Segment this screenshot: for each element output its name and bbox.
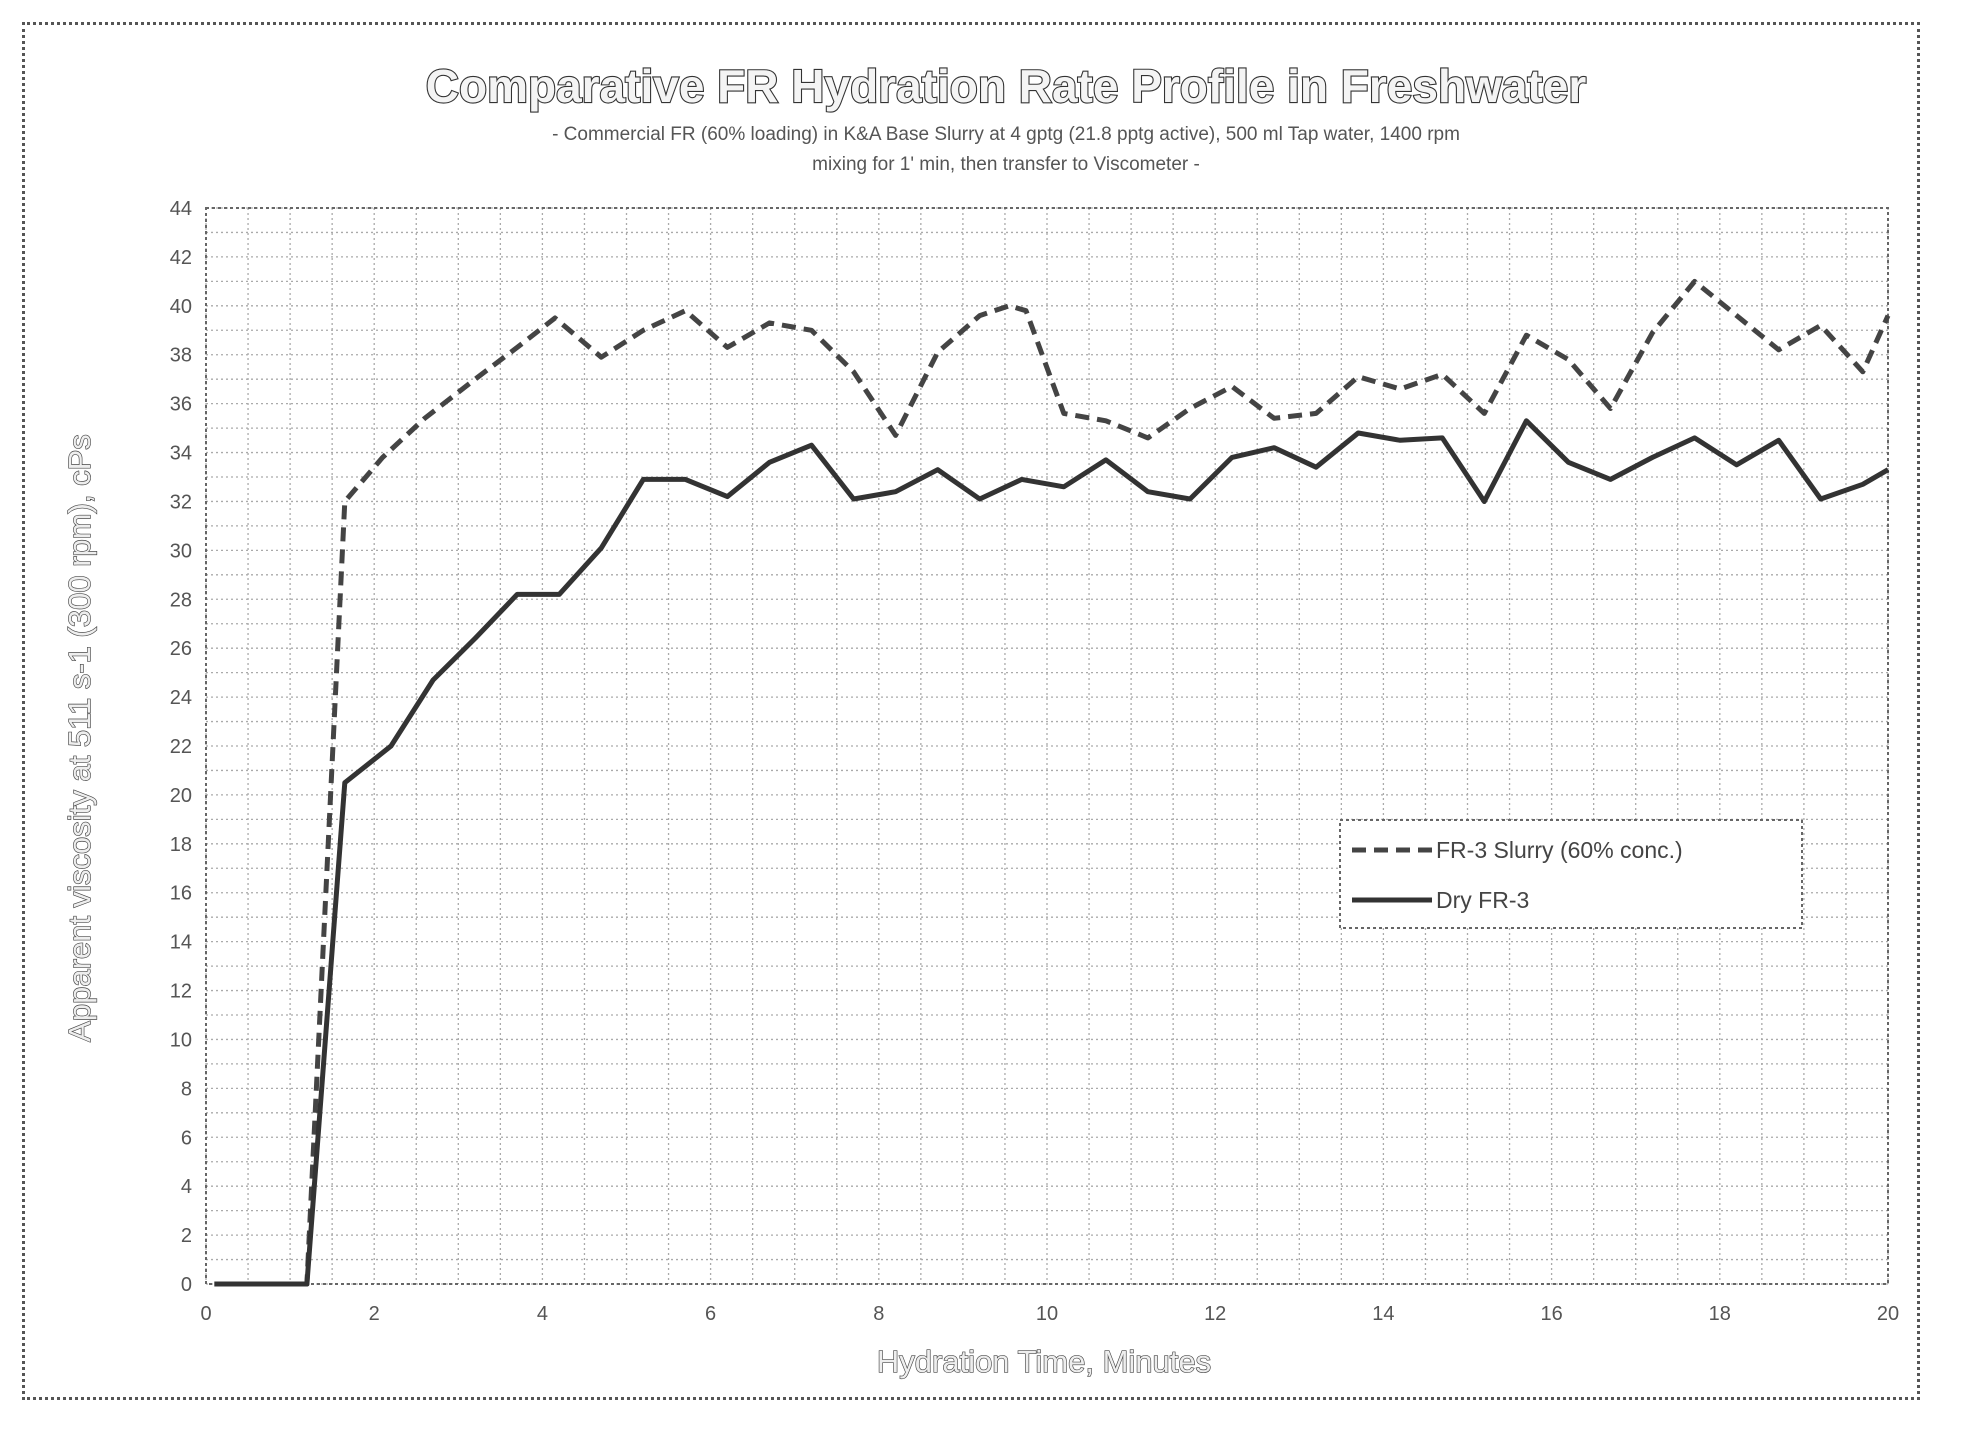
y-tick-label: 34 (170, 443, 192, 465)
series-lines (214, 278, 1891, 1287)
legend-label-dry: Dry FR-3 (1436, 887, 1529, 913)
y-tick-label: 32 (170, 491, 192, 513)
x-tick-label: 0 (200, 1303, 211, 1325)
x-tick-label: 18 (1709, 1303, 1731, 1325)
y-tick-label: 28 (170, 589, 192, 611)
x-tick-label: 16 (1540, 1303, 1562, 1325)
y-tick-label: 14 (170, 932, 192, 954)
x-tick-labels: 0 2 4 6 8 10 12 14 16 18 20 (200, 1303, 1899, 1325)
y-tick-label: 8 (181, 1078, 192, 1100)
y-tick-label: 6 (181, 1127, 192, 1149)
chart-subtitle-line-2: mixing for 1' min, then transfer to Visc… (812, 154, 1200, 175)
series-line-fr3-slurry (214, 278, 1891, 1287)
y-tick-label: 10 (170, 1029, 192, 1051)
y-tick-label: 20 (170, 785, 192, 807)
y-tick-label: 2 (181, 1225, 192, 1247)
y-tick-label: 36 (170, 394, 192, 416)
x-tick-label: 8 (873, 1303, 884, 1325)
x-tick-label: 12 (1204, 1303, 1226, 1325)
y-tick-label: 24 (170, 687, 192, 709)
legend: FR-3 Slurry (60% conc.) Dry FR-3 (1339, 819, 1803, 929)
y-axis-label: Apparent viscosity at 511 s-1 (300 rpm),… (62, 434, 97, 1042)
plot-area (205, 207, 1889, 1285)
chart-frame (22, 22, 1920, 1400)
y-tick-label: 44 (170, 198, 192, 220)
y-tick-label: 18 (170, 834, 192, 856)
y-tick-labels: 0246810121416182022242628303234363840424… (170, 198, 192, 1296)
y-tick-label: 16 (170, 883, 192, 905)
x-axis-label: Hydration Time, Minutes (877, 1344, 1211, 1379)
x-tick-label: 14 (1372, 1303, 1394, 1325)
chart-title: Comparative FR Hydration Rate Profile in… (426, 60, 1587, 112)
series-line-dry-fr3 (214, 418, 1890, 1287)
legend-label-slurry: FR-3 Slurry (60% conc.) (1436, 837, 1683, 863)
y-tick-label: 42 (170, 247, 192, 269)
x-tick-label: 4 (537, 1303, 548, 1325)
y-tick-label: 22 (170, 736, 192, 758)
y-tick-label: 4 (181, 1176, 192, 1198)
legend-box (1339, 819, 1803, 929)
y-tick-label: 40 (170, 296, 192, 318)
x-tick-label: 2 (369, 1303, 380, 1325)
chart-subtitle-line-1: - Commercial FR (60% loading) in K&A Bas… (552, 124, 1460, 145)
grid (205, 207, 1889, 1285)
y-tick-label: 38 (170, 345, 192, 367)
y-tick-label: 12 (170, 981, 192, 1003)
y-tick-label: 0 (181, 1274, 192, 1296)
x-tick-label: 6 (705, 1303, 716, 1325)
y-tick-label: 30 (170, 540, 192, 562)
x-tick-label: 10 (1036, 1303, 1058, 1325)
y-tick-label: 26 (170, 638, 192, 660)
x-tick-label: 20 (1877, 1303, 1899, 1325)
